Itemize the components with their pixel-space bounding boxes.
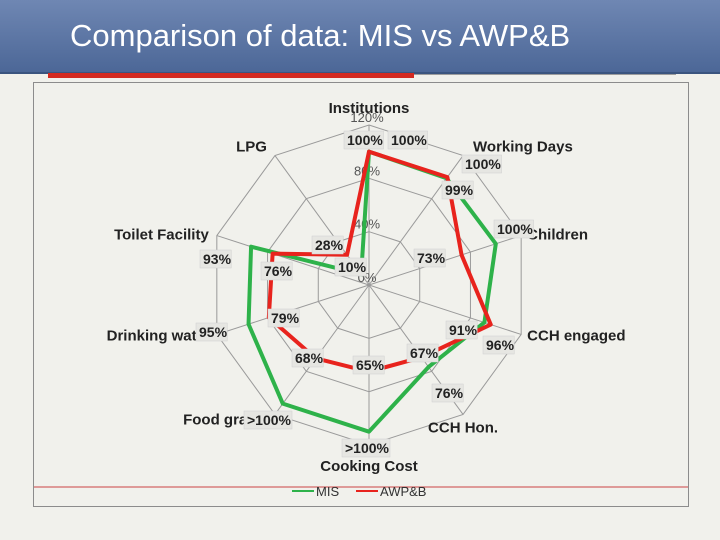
title-bar: Comparison of data: MIS vs AWP&B (0, 0, 720, 74)
data-label-box-12 (341, 438, 391, 458)
data-label-18: 28% (315, 237, 344, 253)
data-label-13: 68% (295, 350, 324, 366)
data-label-box-19 (334, 257, 367, 277)
data-label-2: 100% (465, 156, 501, 172)
data-label-9: 67% (410, 345, 439, 361)
data-label-box-4 (493, 219, 534, 239)
data-label-4: 100% (497, 221, 533, 237)
category-label-5: Cooking Cost (320, 458, 418, 475)
data-label-box-18 (311, 235, 344, 255)
category-label-3: CCH engaged (527, 327, 625, 344)
data-label-box-6 (445, 320, 478, 340)
category-label-0: Institutions (329, 100, 410, 117)
data-label-8: 76% (435, 385, 464, 401)
category-label-7: Drinking water (107, 327, 211, 344)
data-label-6: 91% (449, 322, 478, 338)
category-label-4: CCH Hon. (428, 419, 498, 436)
data-label-11: 65% (356, 357, 385, 373)
tick-label-120: 120% (350, 110, 384, 125)
data-label-0: 100% (347, 132, 383, 148)
data-label-7: 96% (486, 337, 515, 353)
title-underline-red (48, 73, 414, 78)
data-label-12: >100% (345, 440, 390, 456)
data-label-box-16 (199, 249, 232, 269)
legend-label-1: AWP&B (380, 484, 426, 499)
data-label-box-11 (352, 355, 385, 375)
data-label-14: 95% (199, 324, 228, 340)
chart-frame: 0% 40% 80% 120% Institutions Working Days Chil… (33, 82, 689, 507)
data-label-box-2 (461, 154, 502, 174)
grid-spoke-8 (216, 235, 370, 286)
data-label-3: 99% (445, 182, 474, 198)
data-label-box-0 (343, 130, 384, 150)
data-label-10: >100% (247, 412, 292, 428)
data-label-box-14 (195, 322, 228, 342)
data-label-1: 100% (391, 132, 427, 148)
category-label-8: Toilet Facility (114, 227, 209, 244)
data-label-box-8 (431, 383, 464, 403)
data-label-box-15 (267, 308, 300, 328)
data-label-17: 76% (264, 263, 293, 279)
legend-label-0: MIS (316, 484, 339, 499)
data-label-box-13 (291, 348, 324, 368)
page-title: Comparison of data: MIS vs AWP&B (70, 18, 571, 53)
data-label-box-17 (260, 261, 293, 281)
data-label-5: 73% (417, 250, 446, 266)
data-label-box-1 (387, 130, 428, 150)
data-label-16: 93% (203, 251, 232, 267)
data-label-19: 10% (338, 259, 367, 275)
tick-label-40: 40% (354, 217, 380, 232)
data-label-15: 79% (271, 310, 300, 326)
data-label-box-7 (482, 335, 515, 355)
data-label-box-9 (406, 343, 439, 363)
category-label-9: LPG (236, 139, 267, 156)
grid-spoke-3 (368, 284, 522, 335)
data-label-box-5 (413, 248, 446, 268)
category-label-2: Children (527, 227, 588, 244)
category-label-1: Working Days (473, 139, 573, 156)
data-label-box-10 (243, 410, 293, 430)
data-label-box-3 (441, 180, 474, 200)
title-underline-grey (414, 74, 676, 75)
